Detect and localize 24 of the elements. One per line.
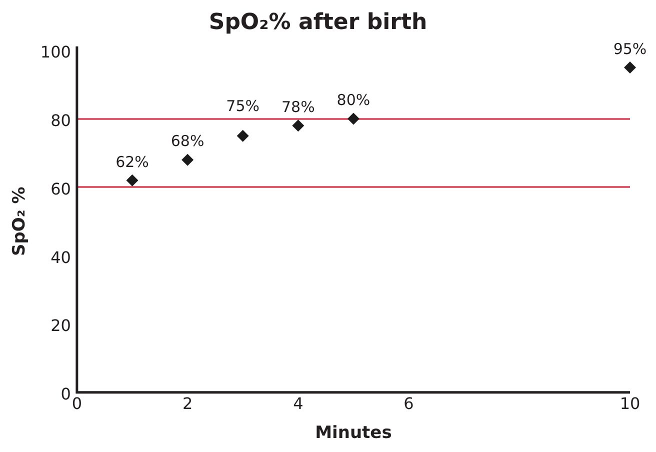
- y-tick-label: 100: [40, 42, 71, 62]
- point: [624, 62, 636, 74]
- x-axis-title: Minutes: [315, 423, 392, 444]
- y-tick-label: 80: [50, 110, 71, 130]
- y-tick-label: 20: [50, 316, 71, 336]
- point: [182, 154, 194, 166]
- data-label: 78%: [281, 98, 315, 116]
- data-label: 80%: [336, 91, 370, 110]
- data-label: 75%: [226, 97, 260, 116]
- x-tick-label: 6: [404, 394, 414, 414]
- chart-title: SpO₂% after birth: [208, 10, 428, 35]
- y-axis-title: SpO₂ %: [10, 186, 30, 256]
- data-label: 95%: [613, 40, 647, 58]
- point: [236, 130, 249, 142]
- point: [126, 174, 138, 186]
- y-tick-label: 60: [50, 179, 71, 198]
- x-tick-label: 2: [182, 394, 193, 414]
- y-tick-label: 40: [50, 248, 71, 267]
- point: [292, 120, 304, 132]
- point: [347, 112, 360, 125]
- data-label: 68%: [170, 132, 204, 150]
- x-tick-label: 10: [620, 394, 640, 414]
- x-tick-label: 4: [293, 394, 304, 414]
- data-label: 62%: [116, 152, 149, 171]
